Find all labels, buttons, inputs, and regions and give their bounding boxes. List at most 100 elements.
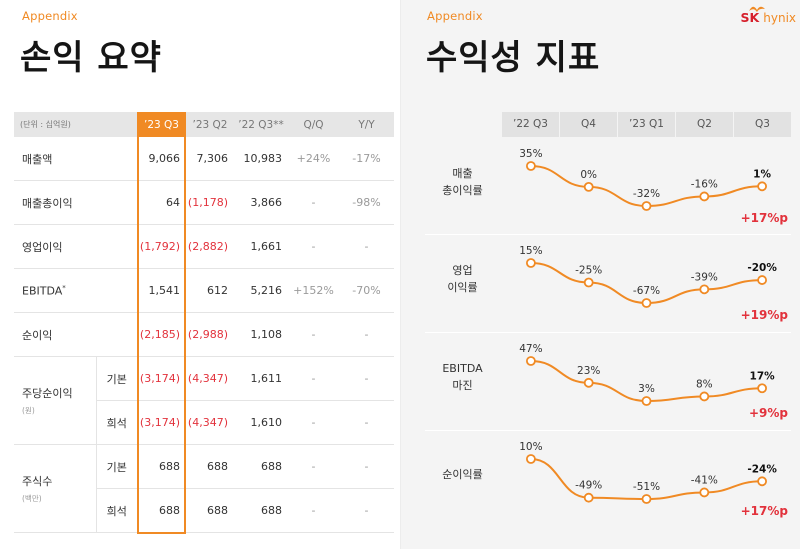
- metric-label-line: 순이익률: [442, 468, 483, 481]
- current-quarter-cell: (3,174): [137, 400, 186, 445]
- table-cell: (4,347): [186, 356, 234, 401]
- metric-label: 순이익률: [425, 466, 500, 483]
- table-cell: +24%: [288, 137, 339, 181]
- column-header: ’22 Q3**: [234, 112, 288, 137]
- series-line: [530, 360, 763, 403]
- current-quarter-cell: (1,792): [137, 224, 186, 269]
- metric-line-chart: 15% -25% -67% -39% -20%: [519, 245, 777, 308]
- yoy-delta-label: +19%p: [740, 308, 788, 322]
- metric-label-line: 이익률: [447, 280, 478, 294]
- unit-label: (단위 : 십억원): [14, 112, 137, 137]
- row-label: 매출액: [14, 137, 137, 181]
- data-label: 3%: [638, 383, 655, 395]
- row-divider: [425, 332, 791, 333]
- table-row: 희석 688 688 688- -: [14, 488, 394, 533]
- data-label: 0%: [580, 169, 597, 181]
- data-point: [699, 284, 710, 295]
- metric-line-chart: 47% 23% 3% 8% 17%: [519, 343, 775, 406]
- group-label-text: 주당순이익: [22, 387, 73, 400]
- data-label: 47%: [519, 343, 542, 355]
- logo-sk-text: SK: [740, 10, 760, 25]
- income-summary-page: Appendix 손익 요약 (단위 : 십억원) ’23 Q3 ’23 Q2 …: [14, 9, 394, 534]
- data-point: [525, 161, 536, 171]
- table-cell: (1,178): [186, 180, 234, 225]
- table-cell: 688: [186, 444, 234, 489]
- table-cell: 5,216: [234, 268, 288, 313]
- row-label: 순이익: [14, 312, 137, 357]
- table-cell: -: [339, 312, 394, 357]
- row-label-text: 매출총이익: [22, 196, 73, 210]
- group-label: 주식수 (백만): [14, 444, 96, 533]
- data-label: -24%: [747, 463, 777, 475]
- table-row: 주당순이익 (원) 기본 (3,174) (4,347) 1,611- -: [14, 356, 394, 445]
- data-label: -39%: [691, 271, 718, 283]
- table-cell: -: [339, 224, 394, 269]
- series-line: [530, 458, 763, 501]
- metric-label-line: 마진: [452, 378, 473, 392]
- footnote-marker: *: [62, 283, 66, 292]
- current-quarter-cell: 1,541: [137, 268, 186, 313]
- table-row: EBITDA* 1,541 612 5,216 +152% -70%: [14, 268, 394, 313]
- table-row: 희석 (3,174) (4,347) 1,610- -: [14, 400, 394, 445]
- income-summary-table: (단위 : 십억원) ’23 Q3 ’23 Q2 ’22 Q3** Q/Q Y/…: [14, 112, 394, 533]
- row-label: EBITDA*: [14, 268, 137, 313]
- group-label: 주당순이익 (원): [14, 356, 96, 445]
- data-point: [641, 201, 652, 211]
- appendix-label: Appendix: [427, 9, 483, 23]
- group-label-text: 주식수: [22, 475, 53, 488]
- metric-label-line: 영업: [452, 263, 473, 277]
- table-cell: 10,983: [234, 137, 288, 181]
- table-row: 매출액 9,066 7,306 10,983 +24% -17%: [14, 137, 394, 181]
- table-cell: 688: [234, 488, 288, 533]
- current-quarter-cell: 64: [137, 180, 186, 225]
- appendix-label: Appendix: [22, 9, 78, 23]
- row-label: 영업이익: [14, 224, 137, 269]
- metric-label-line: EBITDA: [442, 361, 483, 375]
- metric-label-line: 총이익률: [442, 183, 483, 197]
- yoy-delta-label: +9%p: [748, 406, 788, 420]
- data-point: [525, 258, 536, 268]
- data-point: [525, 356, 536, 366]
- column-header: ’23 Q1: [617, 112, 675, 137]
- table-cell: -70%: [339, 268, 394, 313]
- table-cell: 1,611: [234, 356, 288, 401]
- logo-hynix-text: hynix: [763, 10, 796, 25]
- group-unit-text: (백만): [22, 494, 42, 503]
- table-cell: (4,347): [186, 400, 234, 445]
- column-header: Q4: [559, 112, 617, 137]
- data-label: 15%: [519, 245, 542, 257]
- data-label: 10%: [519, 441, 542, 453]
- column-header: Q/Q: [288, 112, 339, 137]
- data-point: [583, 277, 594, 288]
- sub-row-label: 기본: [95, 356, 137, 401]
- data-point: [583, 181, 594, 192]
- table-cell: +152%: [288, 268, 339, 313]
- data-point: [757, 181, 768, 192]
- table-cell: 612: [186, 268, 234, 313]
- table-cell: 1,661: [234, 224, 288, 269]
- data-label: -16%: [691, 178, 718, 190]
- sub-row-label: 희석: [95, 400, 137, 445]
- data-label: -20%: [747, 262, 777, 274]
- metric-label-line: 매출: [452, 166, 473, 180]
- table-cell: -: [288, 356, 339, 401]
- table-header: (단위 : 십억원) ’23 Q3 ’23 Q2 ’22 Q3** Q/Q Y/…: [14, 112, 394, 137]
- series-line: [530, 165, 763, 208]
- data-label: -67%: [633, 285, 660, 297]
- row-label-text: 순이익: [22, 328, 53, 342]
- table-cell: -: [288, 180, 339, 225]
- table-cell: 1,108: [234, 312, 288, 357]
- data-label: 1%: [753, 168, 771, 180]
- data-point: [525, 454, 536, 464]
- data-point: [583, 377, 594, 388]
- data-point: [757, 383, 768, 394]
- table-row: 순이익 (2,185) (2,988) 1,108- -: [14, 312, 394, 357]
- column-header: Q3: [733, 112, 791, 137]
- current-quarter-cell: (3,174): [137, 356, 186, 401]
- row-divider: [425, 234, 791, 235]
- table-cell: 7,306: [186, 137, 234, 181]
- table-cell: -: [288, 224, 339, 269]
- table-cell: 688: [234, 444, 288, 489]
- table-cell: 688: [186, 488, 234, 533]
